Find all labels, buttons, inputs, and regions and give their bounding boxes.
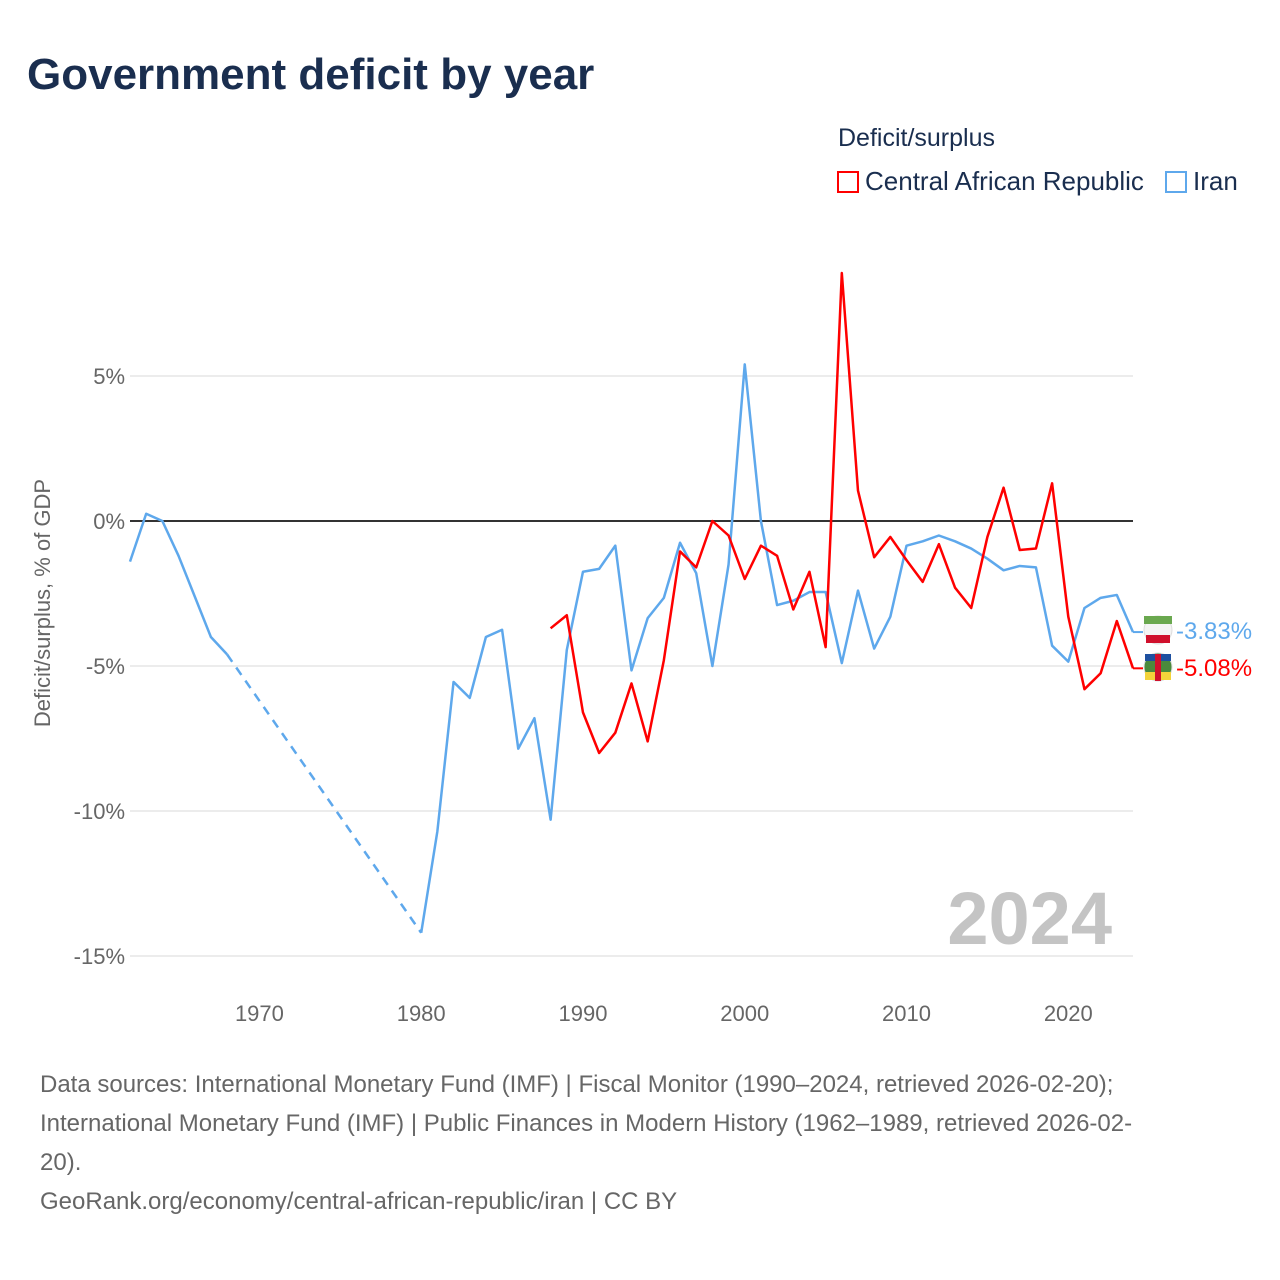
x-tick-label: 1980 (397, 1001, 446, 1026)
x-tick-label: 1970 (235, 1001, 284, 1026)
flag-stripe (1144, 616, 1172, 624)
series-line-iran (419, 363, 1135, 933)
footer-source-2: International Monetary Fund (IMF) | Publ… (40, 1110, 1133, 1137)
y-tick-label: -15% (74, 944, 125, 969)
legend-swatch-car (837, 170, 859, 193)
legend-item-car[interactable]: Central African Republic (837, 166, 1144, 197)
legend-swatch-iran (1165, 170, 1187, 193)
end-value-label-central-african-republic: -5.08% (1176, 655, 1252, 682)
y-tick-label: -10% (74, 799, 125, 824)
year-watermark: 2024 (947, 877, 1112, 960)
y-axis-label: Deficit/surplus, % of GDP (30, 479, 55, 727)
line-chart: 5% 0% -5% -10% -15% 1970 1980 1990 2000 2010 2020 D… (30, 271, 1252, 1026)
flag-stripe (1155, 654, 1161, 681)
legend-item-iran[interactable]: Iran (1165, 166, 1238, 197)
series-line-iran (128, 512, 228, 656)
legend-title: Deficit/surplus (838, 124, 995, 152)
x-tick-label: 2000 (720, 1001, 769, 1026)
x-tick-label: 2010 (882, 1001, 931, 1026)
y-tick-label: 5% (93, 364, 125, 389)
footer-attribution[interactable]: GeoRank.org/economy/central-african-repu… (40, 1188, 678, 1215)
y-tick-label: -5% (86, 654, 125, 679)
legend-label-car: Central African Republic (865, 166, 1144, 196)
flag-stripe (1146, 635, 1170, 643)
series-line-central-african-republic (549, 271, 1135, 755)
chart-title: Government deficit by year (27, 50, 595, 99)
x-tick-label: 2020 (1044, 1001, 1093, 1026)
y-tick-label: 0% (93, 509, 125, 534)
series-gap-iran (226, 653, 423, 934)
footer-source-1: Data sources: International Monetary Fun… (40, 1071, 1114, 1098)
footer-source-3: 20). (40, 1149, 82, 1176)
end-value-label-iran: -3.83% (1176, 618, 1252, 645)
legend-label-iran: Iran (1193, 166, 1238, 196)
x-tick-label: 1990 (558, 1001, 607, 1026)
